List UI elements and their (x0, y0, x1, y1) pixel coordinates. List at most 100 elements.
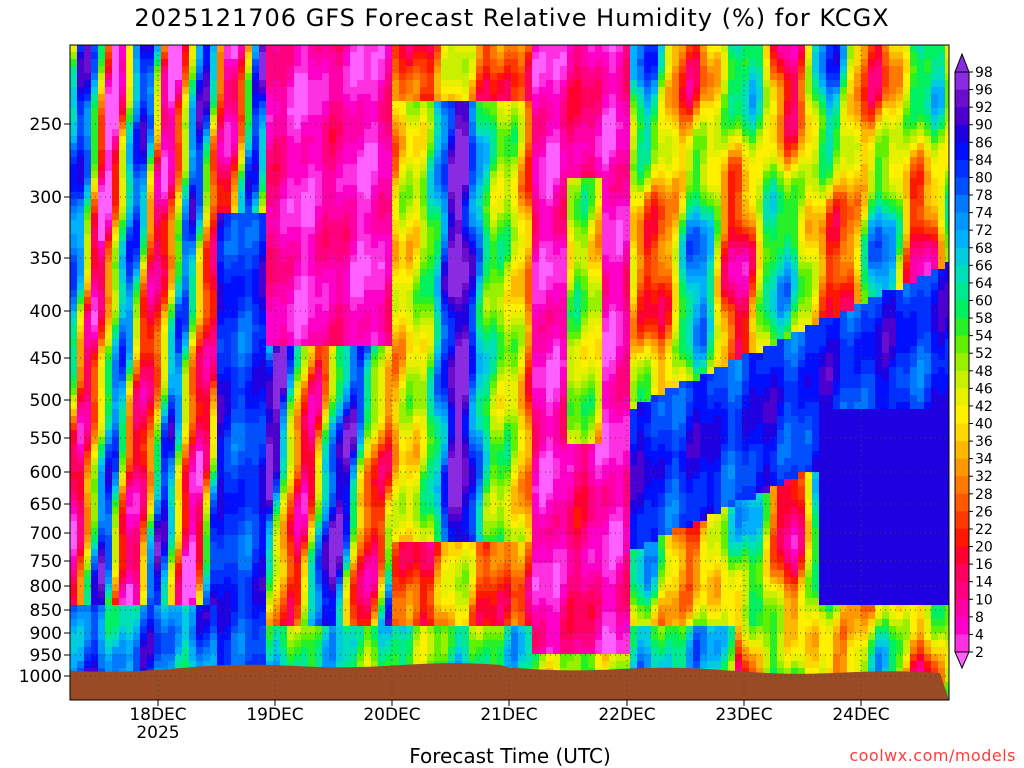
colorbar-label: 14 (975, 575, 993, 591)
colorbar-legend: 9896929086848078747268666460585452484642… (954, 52, 993, 670)
colorbar-swatch (955, 335, 969, 354)
y-tick-label: 450 (30, 349, 62, 369)
colorbar-swatch (955, 318, 969, 337)
colorbar-label: 4 (975, 627, 984, 643)
colorbar-swatch (955, 247, 969, 266)
y-tick-label: 300 (30, 188, 62, 208)
colorbar-swatch (955, 177, 969, 196)
colorbar-cap-bottom (954, 651, 970, 670)
colorbar-cap-top (954, 52, 970, 73)
y-tick-label: 1000 (19, 667, 62, 687)
colorbar-label: 64 (975, 276, 993, 292)
y-tick-label: 750 (30, 552, 62, 572)
colorbar-label: 96 (975, 83, 993, 99)
colorbar-label: 2 (975, 645, 984, 661)
colorbar-swatch (955, 107, 969, 126)
colorbar-swatch (955, 230, 969, 249)
x-tick-label: 22DEC (598, 705, 655, 725)
plot-area (70, 45, 949, 700)
colorbar-label: 90 (975, 118, 993, 134)
y-tick-label: 900 (30, 624, 62, 644)
colorbar-swatch (955, 195, 969, 214)
x-tick-label: 23DEC (715, 705, 772, 725)
colorbar-label: 8 (975, 610, 984, 626)
colorbar-swatch (955, 599, 969, 618)
x-tick-label: 21DEC (480, 705, 537, 725)
colorbar-label: 68 (975, 241, 993, 257)
colorbar-swatch (955, 124, 969, 143)
colorbar-label: 72 (975, 223, 993, 239)
colorbar-label: 46 (975, 381, 993, 397)
colorbar-swatch (955, 370, 969, 389)
grid-lines (70, 45, 949, 700)
colorbar-swatch (955, 546, 969, 565)
y-tick-label: 400 (30, 302, 62, 322)
chart-title: 2025121706 GFS Forecast Relative Humidit… (134, 4, 890, 32)
x-tick-label: 19DEC (246, 705, 303, 725)
colorbar-swatch (955, 265, 969, 284)
colorbar-swatch (955, 405, 969, 425)
y-tick-label: 250 (30, 115, 62, 135)
colorbar-label: 60 (975, 293, 993, 309)
colorbar-label: 84 (975, 153, 993, 169)
colorbar-swatch (955, 282, 969, 301)
colorbar-label: 26 (975, 504, 993, 520)
colorbar-label: 16 (975, 557, 993, 573)
colorbar-label: 66 (975, 258, 993, 274)
y-tick-label: 350 (30, 249, 62, 269)
colorbar-swatch (955, 511, 969, 530)
colorbar-label: 74 (975, 206, 993, 222)
x-tick-label: 20DEC (363, 705, 420, 725)
colorbar-swatch (955, 300, 969, 319)
colorbar-label: 52 (975, 346, 993, 362)
y-tick-label: 600 (30, 463, 62, 483)
y-axis-ticks: 250 300 350 400 450 500 550 600 650 700 750 800 850 9… (19, 115, 70, 687)
colorbar-swatch (955, 159, 969, 178)
y-tick-label: 550 (30, 429, 62, 449)
y-tick-label: 700 (30, 524, 62, 544)
colorbar-swatch (955, 634, 969, 653)
colorbar-swatch (955, 72, 969, 91)
colorbar-swatch (955, 493, 969, 512)
y-tick-label: 950 (30, 646, 62, 666)
colorbar-label: 28 (975, 487, 993, 503)
colorbar-swatch (955, 581, 969, 600)
colorbar-label: 20 (975, 540, 993, 556)
colorbar-label: 40 (975, 417, 993, 433)
y-tick-label: 500 (30, 391, 62, 411)
colorbar-label: 34 (975, 452, 993, 468)
ground-terrain (70, 663, 949, 700)
colorbar-label: 78 (975, 188, 993, 204)
colorbar-swatch (955, 142, 969, 161)
x-tick-label: 18DEC (129, 705, 186, 725)
colorbar-swatch (955, 476, 969, 495)
colorbar-label: 32 (975, 469, 993, 485)
x-tick-sublabel: 2025 (136, 723, 179, 743)
x-tick-label: 24DEC (832, 705, 889, 725)
site-credit: coolwx.com/models (849, 746, 1016, 765)
y-tick-label: 650 (30, 495, 62, 515)
colorbar-swatch (955, 89, 969, 108)
colorbar-label: 48 (975, 364, 993, 380)
colorbar-label: 22 (975, 522, 993, 538)
humidity-heatmap (70, 45, 949, 700)
colorbar-label: 58 (975, 311, 993, 327)
colorbar-label: 92 (975, 100, 993, 116)
colorbar-label: 80 (975, 170, 993, 186)
y-tick-label: 800 (30, 577, 62, 597)
colorbar-swatch (955, 458, 969, 477)
colorbar-swatch (955, 353, 969, 372)
colorbar-label: 42 (975, 399, 993, 415)
colorbar-swatch (955, 564, 969, 583)
colorbar-label: 10 (975, 592, 993, 608)
colorbar-label: 86 (975, 135, 993, 151)
colorbar-swatch (955, 441, 969, 460)
colorbar-swatch (955, 528, 969, 548)
x-axis-label: Forecast Time (UTC) (409, 744, 611, 768)
colorbar-swatch (955, 423, 969, 442)
colorbar-swatch (955, 212, 969, 231)
colorbar-label: 98 (975, 65, 993, 81)
colorbar-label: 36 (975, 434, 993, 450)
